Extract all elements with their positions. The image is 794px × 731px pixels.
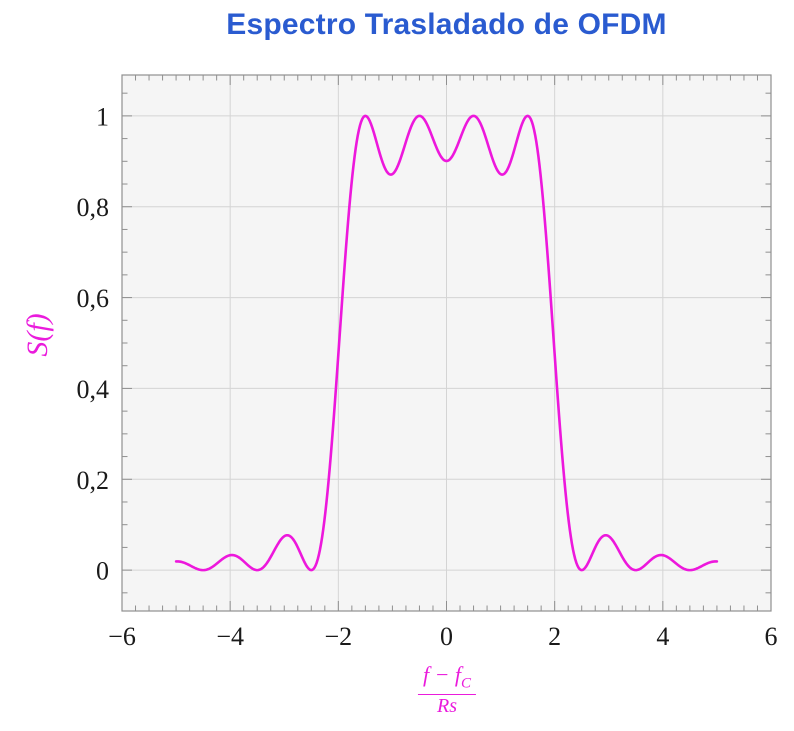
svg-text:0,2: 0,2: [77, 466, 110, 495]
svg-text:0,4: 0,4: [77, 375, 110, 404]
chart-title: Espectro Trasladado de OFDM: [226, 8, 667, 41]
svg-text:−2: −2: [324, 622, 352, 651]
svg-text:0,6: 0,6: [77, 284, 110, 313]
x-axis-label-numerator: f − fC: [417, 663, 477, 696]
svg-text:0,8: 0,8: [77, 193, 110, 222]
svg-text:0: 0: [440, 622, 453, 651]
svg-text:1: 1: [96, 102, 109, 131]
x-axis-label: f − fC Rs: [417, 663, 477, 718]
svg-text:−4: −4: [216, 622, 244, 651]
svg-text:4: 4: [656, 622, 669, 651]
svg-text:6: 6: [765, 622, 778, 651]
svg-text:2: 2: [548, 622, 561, 651]
svg-text:0: 0: [96, 557, 109, 586]
svg-text:−6: −6: [108, 622, 136, 651]
x-axis-label-denominator: Rs: [437, 695, 457, 718]
